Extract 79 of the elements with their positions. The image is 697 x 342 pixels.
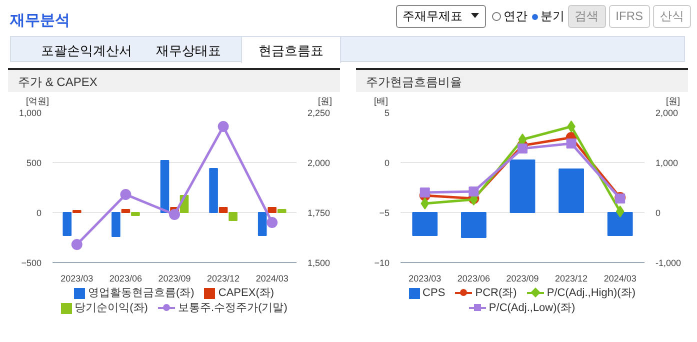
bar — [277, 209, 286, 213]
legend-label: CAPEX(좌) — [217, 287, 274, 299]
legend-label: 영업활동현금흐름(좌) — [87, 287, 194, 299]
y2-tick-label: 1,750 — [308, 208, 330, 218]
chart-title: 주가 & CAPEX — [8, 68, 340, 92]
x-tick-label: 2023/06 — [109, 274, 142, 284]
point — [169, 209, 180, 220]
text: 주재무제표 — [396, 5, 486, 28]
y2-tick-label: 2,250 — [308, 108, 330, 118]
point — [71, 239, 82, 250]
y2-tick-label: -1,000 — [656, 258, 682, 268]
bar — [160, 160, 170, 213]
bar — [209, 168, 218, 213]
y-axis-title: [억원] — [26, 95, 50, 108]
point — [266, 217, 278, 228]
bar — [228, 212, 238, 221]
legend-label: P/C(Adj.,Low)(좌) — [488, 302, 576, 314]
bar — [510, 160, 536, 213]
point — [616, 206, 624, 218]
bar — [218, 207, 228, 213]
legend-label: 당기순이익(좌) — [74, 302, 148, 314]
y-tick-label: −5 — [379, 208, 390, 218]
legend-label: CPS — [422, 287, 446, 299]
text: 분기 — [540, 8, 565, 25]
x-tick-label: 2024/03 — [604, 274, 636, 284]
text: 연간 — [502, 8, 528, 25]
x-tick-label: 2023/09 — [506, 274, 539, 284]
legend-label: 보통주.수정주가(기말) — [177, 302, 288, 314]
y-axis-title: [배] — [374, 95, 388, 108]
y-tick-label: 0 — [36, 208, 42, 218]
text: IFRS — [608, 5, 650, 28]
bar — [62, 212, 72, 236]
bar — [268, 207, 277, 213]
x-tick-label: 2023/03 — [408, 274, 442, 284]
x-tick-label: 2023/06 — [457, 274, 490, 284]
text: 포괄손익계산서 — [41, 42, 132, 60]
x-tick-label: 2023/03 — [60, 274, 94, 284]
y-tick-label: −10 — [374, 258, 390, 268]
text: 현금흐름표 — [241, 36, 341, 63]
x-tick-label: 2024/03 — [256, 274, 288, 284]
point — [120, 189, 132, 200]
x-tick-label: 2023/12 — [207, 274, 240, 284]
bar — [558, 168, 584, 213]
y2-tick-label: 1,500 — [308, 258, 330, 268]
text: 산식 — [653, 5, 691, 28]
bar — [412, 212, 438, 236]
point — [218, 121, 229, 132]
bar — [112, 212, 120, 237]
point — [468, 186, 479, 196]
legend-label: P/C(Adj.,High)(좌) — [546, 287, 636, 299]
text: 검색 — [568, 5, 606, 28]
point — [420, 188, 430, 198]
y2-tick-label: 2,000 — [656, 108, 678, 118]
y-tick-label: 0 — [384, 158, 390, 168]
point — [567, 120, 576, 132]
text: 재무분석 — [10, 11, 70, 31]
y2-axis-title: [원] — [666, 95, 680, 108]
y2-tick-label: 0 — [656, 208, 661, 218]
legend-label: PCR(좌) — [474, 287, 517, 299]
x-tick-label: 2023/12 — [555, 274, 588, 284]
point — [566, 138, 576, 148]
chart-title: 주가현금흐름비율 — [356, 68, 688, 92]
bar — [461, 212, 486, 238]
bar — [258, 212, 267, 236]
point — [518, 144, 528, 154]
y2-tick-label: 2,000 — [308, 158, 330, 168]
x-tick-label: 2023/09 — [158, 274, 191, 284]
y2-tick-label: 1,000 — [656, 158, 678, 168]
y-tick-label: 5 — [384, 108, 390, 118]
y-tick-label: −500 — [21, 258, 42, 268]
bar — [121, 209, 130, 213]
y2-axis-title: [원] — [318, 95, 332, 108]
text: 재무상태표 — [156, 42, 221, 60]
bar — [131, 212, 140, 216]
bar — [607, 212, 633, 236]
bar — [72, 210, 82, 213]
y-tick-label: 500 — [26, 158, 42, 168]
point — [420, 198, 430, 210]
y-tick-label: 1,000 — [18, 108, 42, 118]
